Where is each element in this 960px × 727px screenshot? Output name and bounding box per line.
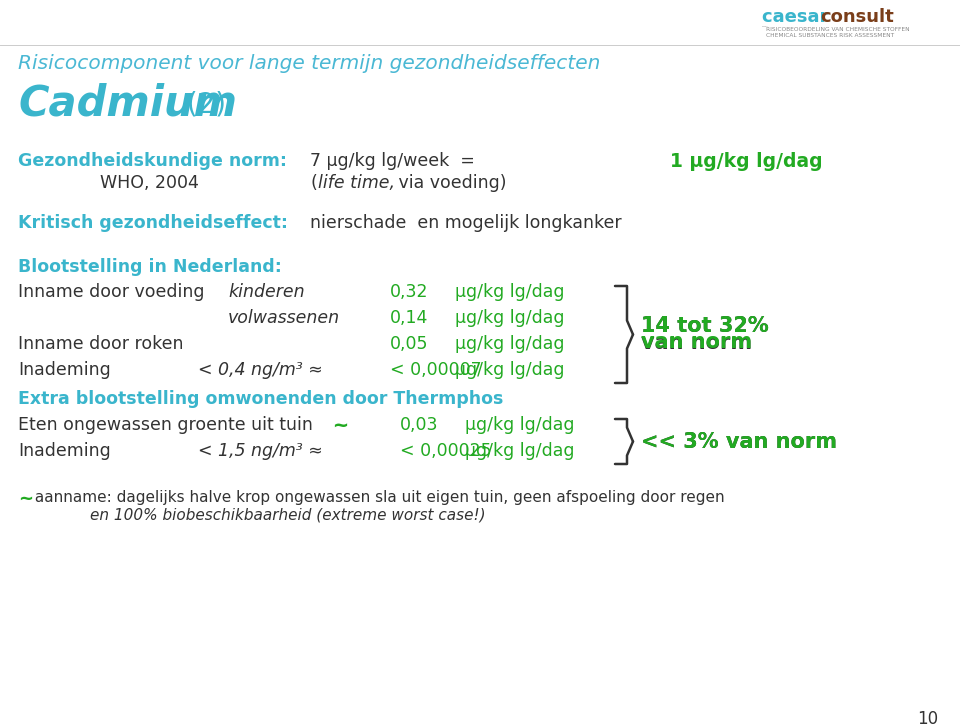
Text: 0,32: 0,32 [390, 283, 428, 301]
Text: 0,05: 0,05 [390, 335, 428, 353]
Text: #888888: #888888 [762, 26, 768, 27]
Text: 0,14: 0,14 [390, 309, 428, 327]
Text: caesar: caesar [762, 8, 834, 26]
Text: µg/kg lg/dag: µg/kg lg/dag [455, 335, 564, 353]
Text: aanname: dagelijks halve krop ongewassen sla uit eigen tuin, geen afspoeling doo: aanname: dagelijks halve krop ongewassen… [30, 490, 725, 505]
Text: (2): (2) [178, 90, 226, 118]
Text: Cadmium: Cadmium [18, 82, 237, 124]
Text: ~: ~ [326, 416, 349, 435]
Text: ~: ~ [18, 490, 33, 508]
Text: µg/kg lg/dag: µg/kg lg/dag [465, 442, 574, 460]
Text: µg/kg lg/dag: µg/kg lg/dag [455, 309, 564, 327]
Text: van norm: van norm [641, 332, 752, 353]
Text: (: ( [310, 174, 317, 192]
Text: Blootstelling in Nederland:: Blootstelling in Nederland: [18, 258, 282, 276]
Text: < 1,5 ng/m³ ≈: < 1,5 ng/m³ ≈ [198, 442, 323, 460]
Text: µg/kg lg/dag: µg/kg lg/dag [465, 416, 574, 434]
Text: 7 µg/kg lg/week  =: 7 µg/kg lg/week = [310, 152, 475, 170]
Text: << 3% van norm: << 3% van norm [641, 432, 837, 451]
Text: Risicocomponent voor lange termijn gezondheidseffecten: Risicocomponent voor lange termijn gezon… [18, 54, 600, 73]
Text: RISICOBEOORDELING VAN CHEMISCHE STOFFEN: RISICOBEOORDELING VAN CHEMISCHE STOFFEN [766, 27, 910, 32]
Text: 14 tot 32%: 14 tot 32% [641, 316, 769, 337]
Text: Inademing: Inademing [18, 442, 110, 460]
Text: < 0,00025: < 0,00025 [400, 442, 492, 460]
Text: en 100% biobeschikbaarheid (extreme worst case!): en 100% biobeschikbaarheid (extreme wors… [90, 507, 486, 522]
Text: consult: consult [820, 8, 894, 26]
Text: µg/kg lg/dag: µg/kg lg/dag [455, 283, 564, 301]
Text: via voeding): via voeding) [393, 174, 507, 192]
Text: < 0,00007: < 0,00007 [390, 361, 482, 379]
Text: life time,: life time, [318, 174, 395, 192]
Text: 10: 10 [917, 710, 938, 727]
Text: Inname door roken: Inname door roken [18, 335, 183, 353]
Text: Kritisch gezondheidseffect:: Kritisch gezondheidseffect: [18, 214, 288, 232]
Text: van norm: van norm [641, 333, 752, 353]
Text: µg/kg lg/dag: µg/kg lg/dag [455, 361, 564, 379]
Text: Extra blootstelling omwonenden door Thermphos: Extra blootstelling omwonenden door Ther… [18, 390, 503, 408]
Text: volwassenen: volwassenen [228, 309, 340, 327]
Text: 1 µg/kg lg/dag: 1 µg/kg lg/dag [670, 152, 823, 171]
Text: << 3% van norm: << 3% van norm [641, 432, 837, 451]
Text: 14 tot 32%: 14 tot 32% [641, 316, 769, 337]
Text: kinderen: kinderen [228, 283, 304, 301]
Text: CHEMICAL SUBSTANCES RISK ASSESSMENT: CHEMICAL SUBSTANCES RISK ASSESSMENT [766, 33, 894, 38]
Text: 0,03: 0,03 [400, 416, 439, 434]
Text: Inname door voeding: Inname door voeding [18, 283, 204, 301]
Text: Eten ongewassen groente uit tuin: Eten ongewassen groente uit tuin [18, 416, 313, 434]
Text: Gezondheidskundige norm:: Gezondheidskundige norm: [18, 152, 287, 170]
Text: nierschade  en mogelijk longkanker: nierschade en mogelijk longkanker [310, 214, 622, 232]
Text: WHO, 2004: WHO, 2004 [100, 174, 199, 192]
Text: Inademing: Inademing [18, 361, 110, 379]
Text: < 0,4 ng/m³ ≈: < 0,4 ng/m³ ≈ [198, 361, 323, 379]
